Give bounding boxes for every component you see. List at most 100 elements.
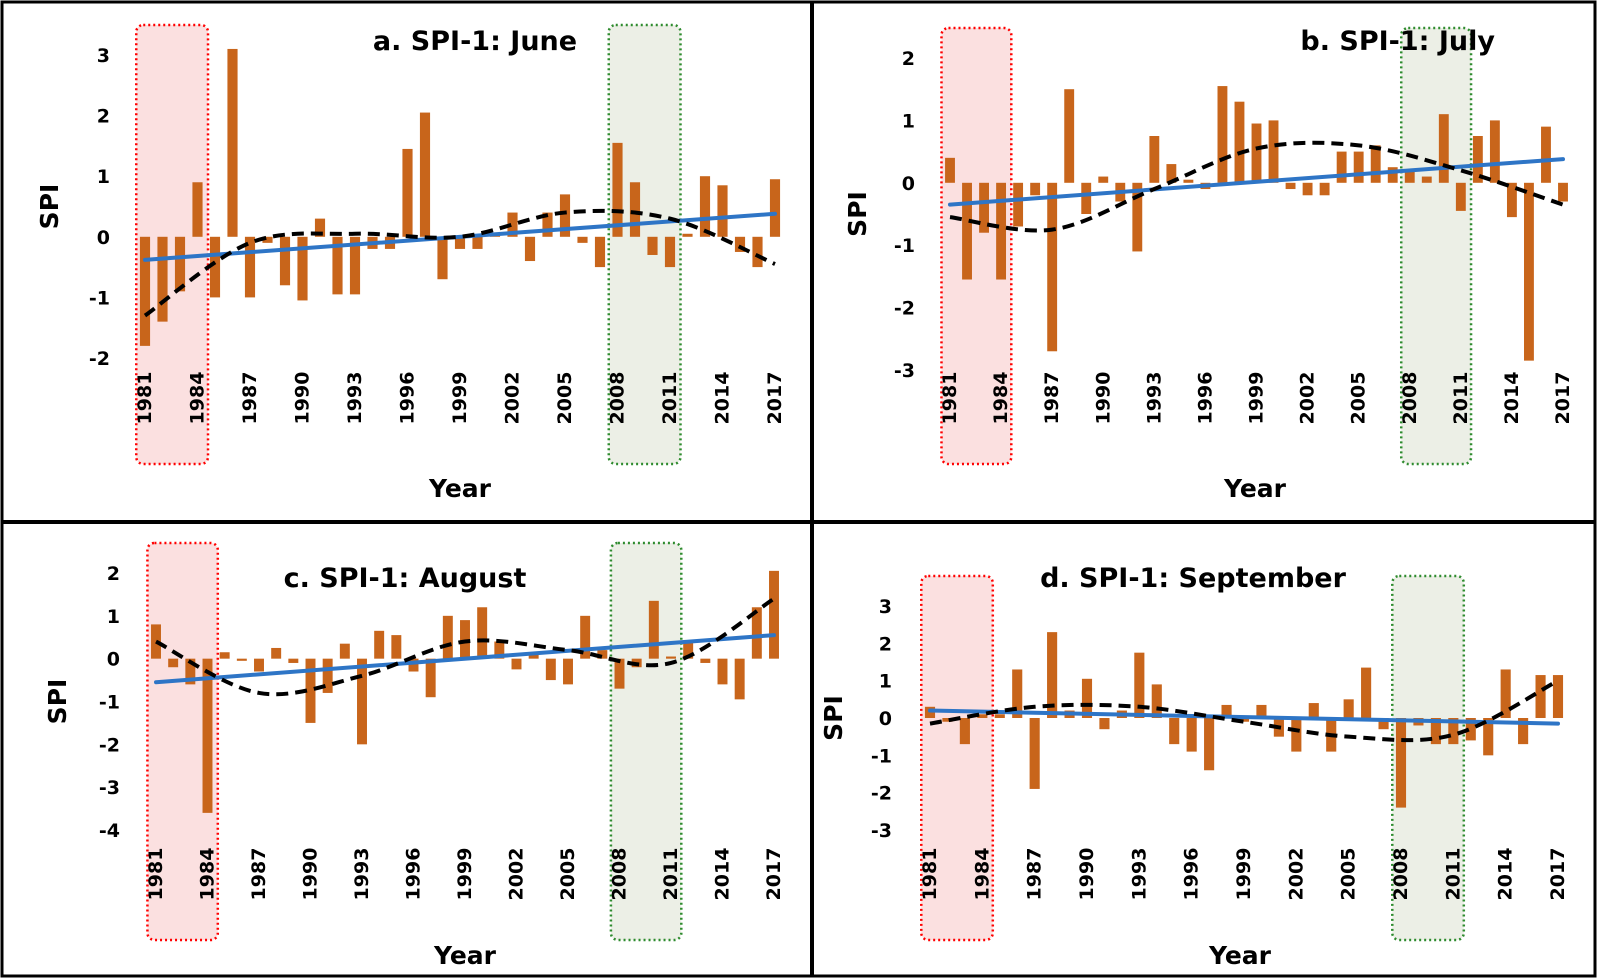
x-tick-label: 1999	[454, 848, 476, 901]
spi-bar	[1256, 704, 1267, 718]
x-tick-label: 2014	[1501, 372, 1523, 425]
spi-bar	[1506, 182, 1517, 218]
drought-period-box	[940, 26, 1013, 466]
spi-bar	[1029, 718, 1040, 789]
spi-bar	[1361, 667, 1372, 718]
spi-bar	[945, 157, 955, 183]
linear-trend-line	[154, 633, 776, 685]
spi-bar	[402, 148, 413, 237]
y-tick-label: 2	[97, 106, 110, 128]
x-tick-label: 2017	[763, 848, 785, 901]
spi-bar	[1430, 718, 1441, 745]
spi-bar	[994, 714, 1005, 718]
spi-bar	[959, 718, 970, 745]
spi-bar	[1353, 151, 1364, 183]
linear-trend-line	[143, 211, 777, 262]
x-tick-label: 2002	[502, 372, 524, 425]
spi-bar	[1169, 718, 1180, 745]
x-tick-label: 1987	[239, 372, 261, 425]
x-tick-label: 2011	[1442, 848, 1464, 901]
spi-bar	[1524, 182, 1534, 361]
spi-bar	[472, 236, 483, 249]
spi-bar	[1047, 182, 1058, 352]
spi-bar	[629, 182, 641, 237]
x-tick-label: 1987	[1024, 848, 1046, 901]
x-tick-label: 1993	[1128, 848, 1150, 901]
spi-bar	[1558, 182, 1568, 202]
drought-period-box	[135, 23, 210, 466]
x-tick-label: 1996	[1194, 372, 1216, 425]
spi-bar	[209, 236, 221, 298]
y-tick-label: 1	[107, 606, 120, 628]
polynomial-trend-line	[949, 140, 1564, 233]
spi-bar	[1238, 718, 1250, 722]
polynomial-trend-line	[929, 678, 1559, 743]
spi-bar	[979, 182, 989, 233]
spi-bar	[339, 643, 350, 659]
spi-bar	[1343, 699, 1354, 718]
x-tick-label: 2011	[660, 848, 682, 901]
spi-bar	[977, 714, 988, 718]
spi-bar	[1030, 182, 1041, 196]
y-axis-label: SPI	[819, 695, 848, 741]
y-tick-label: -3	[871, 820, 892, 842]
y-tick-label: 0	[902, 173, 915, 195]
wet-period-box	[1399, 26, 1473, 466]
spi-bar	[477, 607, 488, 659]
x-tick-label: 2002	[1297, 372, 1319, 425]
spi-bar	[1064, 89, 1075, 183]
x-tick-label: 1981	[939, 372, 961, 425]
spi-bar	[1204, 718, 1215, 771]
spi-bar	[1291, 718, 1302, 752]
x-tick-label: 2011	[659, 372, 681, 425]
spi-bar	[700, 658, 711, 663]
spi-bar	[664, 236, 676, 268]
spi-bar	[962, 182, 972, 280]
spi-bar	[279, 236, 291, 286]
y-tick-label: -4	[99, 820, 120, 842]
x-tick-label: 2008	[607, 372, 629, 425]
x-tick-label: 2008	[1399, 372, 1421, 425]
y-tick-label: 1	[879, 671, 892, 693]
y-tick-label: -1	[89, 287, 110, 309]
y-tick-label: 1	[902, 110, 915, 132]
spi-bar	[1149, 136, 1160, 183]
y-tick-label: -2	[99, 734, 120, 756]
spi-bar	[1535, 675, 1546, 718]
spi-bar	[391, 635, 402, 659]
spi-bar	[322, 658, 333, 693]
spi-bar	[717, 185, 728, 237]
spi-bar	[648, 600, 659, 659]
spi-bar	[1221, 704, 1232, 718]
spi-bar	[271, 647, 282, 659]
spi-bar	[1132, 182, 1143, 252]
x-axis-label: Year	[1208, 941, 1272, 970]
x-tick-label: 1984	[990, 372, 1012, 425]
spi-bar	[288, 658, 299, 663]
spi-bar	[419, 112, 431, 237]
spi-bar	[202, 658, 213, 813]
spi-bar	[1186, 718, 1197, 752]
x-tick-label: 2005	[1338, 848, 1360, 901]
chart-title: d. SPI-1: September	[1040, 563, 1347, 594]
spi-bar	[314, 218, 326, 237]
spi-bar	[442, 615, 453, 659]
spi-bar	[647, 236, 658, 255]
x-tick-label: 1993	[344, 372, 366, 425]
spi-bar	[425, 658, 436, 698]
spi-bar	[1013, 182, 1024, 227]
spi-bar	[1308, 703, 1319, 718]
wet-period-box	[607, 23, 682, 466]
spi-bar	[1483, 718, 1494, 756]
spi-bar	[139, 236, 151, 346]
y-tick-label: 0	[879, 708, 892, 730]
x-tick-label: 1984	[197, 848, 219, 901]
spi-bar	[157, 236, 168, 322]
spi-bar	[524, 236, 536, 262]
spi-bar	[666, 656, 676, 659]
x-tick-label: 1996	[403, 848, 425, 901]
spi-bar	[460, 620, 470, 659]
spi-bar	[1047, 632, 1058, 718]
y-axis-label: SPI	[843, 191, 872, 237]
